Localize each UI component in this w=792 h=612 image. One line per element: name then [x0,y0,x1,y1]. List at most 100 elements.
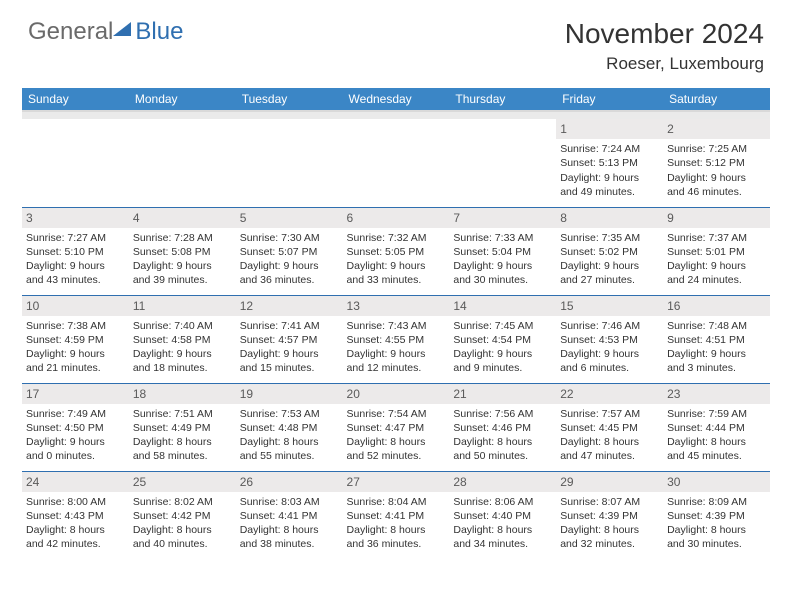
day-cell: 4 Sunrise: 7:28 AMSunset: 5:08 PMDaylight… [129,207,236,295]
day-details: Sunrise: 7:38 AMSunset: 4:59 PMDaylight:… [26,319,125,376]
day-details: Sunrise: 7:59 AMSunset: 4:44 PMDaylight:… [667,407,766,464]
day-number: 19 [236,384,343,404]
weekday-tuesday: Tuesday [236,88,343,111]
day-cell: 8Sunrise: 7:35 AMSunset: 5:02 PMDaylight… [556,207,663,295]
day-number: 24 [22,472,129,492]
day-number: 16 [663,296,770,316]
day-cell: 19 Sunrise: 7:53 AMSunset: 4:48 PMDayligh… [236,383,343,471]
day-cell: 9 Sunrise: 7:37 AMSunset: 5:01 PMDaylight… [663,207,770,295]
header-spacer [22,111,770,119]
day-cell: 6 Sunrise: 7:32 AMSunset: 5:05 PMDaylight… [343,207,450,295]
day-cell: 10 Sunrise: 7:38 AMSunset: 4:59 PMDayligh… [22,295,129,383]
day-number: 3 [22,208,129,228]
day-number: 6 [343,208,450,228]
weekday-thursday: Thursday [449,88,556,111]
day-cell: 25 Sunrise: 8:02 AMSunset: 4:42 PMDayligh… [129,471,236,559]
day-details: Sunrise: 7:32 AMSunset: 5:05 PMDaylight:… [347,231,446,288]
week-row: 17 Sunrise: 7:49 AMSunset: 4:50 PMDayligh… [22,383,770,471]
weekday-saturday: Saturday [663,88,770,111]
day-details: Sunrise: 7:48 AMSunset: 4:51 PMDaylight:… [667,319,766,376]
day-cell: 7 Sunrise: 7:33 AMSunset: 5:04 PMDaylight… [449,207,556,295]
day-details: Sunrise: 8:06 AMSunset: 4:40 PMDaylight:… [453,495,552,552]
day-cell: 20 Sunrise: 7:54 AMSunset: 4:47 PMDayligh… [343,383,450,471]
day-number: 20 [343,384,450,404]
day-details: Sunrise: 8:04 AMSunset: 4:41 PMDaylight:… [347,495,446,552]
day-details: Sunrise: 7:27 AMSunset: 5:10 PMDaylight:… [26,231,125,288]
day-details: Sunrise: 7:40 AMSunset: 4:58 PMDaylight:… [133,319,232,376]
day-number: 25 [129,472,236,492]
day-number: 13 [343,296,450,316]
day-details: Sunrise: 8:03 AMSunset: 4:41 PMDaylight:… [240,495,339,552]
day-number: 22 [556,384,663,404]
week-row: 24Sunrise: 8:00 AMSunset: 4:43 PMDayligh… [22,471,770,559]
day-details: Sunrise: 7:49 AMSunset: 4:50 PMDaylight:… [26,407,125,464]
day-cell: . [129,119,236,207]
day-number: 4 [129,208,236,228]
weekday-monday: Monday [129,88,236,111]
weekday-wednesday: Wednesday [343,88,450,111]
day-number: 29 [556,472,663,492]
day-number: 7 [449,208,556,228]
day-cell: 28 Sunrise: 8:06 AMSunset: 4:40 PMDayligh… [449,471,556,559]
week-row: .....1Sunrise: 7:24 AMSunset: 5:13 PMDay… [22,119,770,207]
weekday-sunday: Sunday [22,88,129,111]
day-cell: 18Sunrise: 7:51 AMSunset: 4:49 PMDayligh… [129,383,236,471]
day-number: 18 [129,384,236,404]
title-block: November 2024 Roeser, Luxembourg [565,18,764,74]
day-cell: 26 Sunrise: 8:03 AMSunset: 4:41 PMDayligh… [236,471,343,559]
day-cell: . [22,119,129,207]
day-cell: 15 Sunrise: 7:46 AMSunset: 4:53 PMDayligh… [556,295,663,383]
day-number: 2 [663,119,770,139]
location-label: Roeser, Luxembourg [565,54,764,74]
day-number: 11 [129,296,236,316]
day-number: 17 [22,384,129,404]
week-row: 3 Sunrise: 7:27 AMSunset: 5:10 PMDaylight… [22,207,770,295]
day-details: Sunrise: 7:25 AMSunset: 5:12 PMDaylight:… [667,142,766,199]
day-number: 23 [663,384,770,404]
day-cell: 21 Sunrise: 7:56 AMSunset: 4:46 PMDayligh… [449,383,556,471]
day-cell: 24Sunrise: 8:00 AMSunset: 4:43 PMDayligh… [22,471,129,559]
day-details: Sunrise: 7:57 AMSunset: 4:45 PMDaylight:… [560,407,659,464]
page-title: November 2024 [565,18,764,50]
day-details: Sunrise: 7:56 AMSunset: 4:46 PMDaylight:… [453,407,552,464]
day-number: 12 [236,296,343,316]
day-number: 14 [449,296,556,316]
day-cell: 14 Sunrise: 7:45 AMSunset: 4:54 PMDayligh… [449,295,556,383]
day-details: Sunrise: 7:33 AMSunset: 5:04 PMDaylight:… [453,231,552,288]
day-cell: 3 Sunrise: 7:27 AMSunset: 5:10 PMDaylight… [22,207,129,295]
day-details: Sunrise: 7:30 AMSunset: 5:07 PMDaylight:… [240,231,339,288]
calendar-table: Sunday Monday Tuesday Wednesday Thursday… [22,88,770,559]
day-details: Sunrise: 7:53 AMSunset: 4:48 PMDaylight:… [240,407,339,464]
day-details: Sunrise: 7:45 AMSunset: 4:54 PMDaylight:… [453,319,552,376]
day-details: Sunrise: 7:54 AMSunset: 4:47 PMDaylight:… [347,407,446,464]
day-cell: 12 Sunrise: 7:41 AMSunset: 4:57 PMDayligh… [236,295,343,383]
logo-triangle-icon [113,22,131,36]
day-number: 9 [663,208,770,228]
day-cell: 2 Sunrise: 7:25 AMSunset: 5:12 PMDaylight… [663,119,770,207]
day-cell: 13 Sunrise: 7:43 AMSunset: 4:55 PMDayligh… [343,295,450,383]
day-details: Sunrise: 8:07 AMSunset: 4:39 PMDaylight:… [560,495,659,552]
day-details: Sunrise: 7:43 AMSunset: 4:55 PMDaylight:… [347,319,446,376]
day-details: Sunrise: 7:46 AMSunset: 4:53 PMDaylight:… [560,319,659,376]
day-cell: . [343,119,450,207]
day-number: 10 [22,296,129,316]
day-details: Sunrise: 7:28 AMSunset: 5:08 PMDaylight:… [133,231,232,288]
day-cell: 27 Sunrise: 8:04 AMSunset: 4:41 PMDayligh… [343,471,450,559]
day-number: 21 [449,384,556,404]
day-details: Sunrise: 7:37 AMSunset: 5:01 PMDaylight:… [667,231,766,288]
day-number: 30 [663,472,770,492]
day-details: Sunrise: 7:35 AMSunset: 5:02 PMDaylight:… [560,231,659,288]
day-cell: 5 Sunrise: 7:30 AMSunset: 5:07 PMDaylight… [236,207,343,295]
weekday-row: Sunday Monday Tuesday Wednesday Thursday… [22,88,770,111]
day-details: Sunrise: 8:02 AMSunset: 4:42 PMDaylight:… [133,495,232,552]
day-number: 15 [556,296,663,316]
day-number: 5 [236,208,343,228]
day-cell: 1Sunrise: 7:24 AMSunset: 5:13 PMDaylight… [556,119,663,207]
day-number: 27 [343,472,450,492]
day-cell: . [449,119,556,207]
calendar-head: Sunday Monday Tuesday Wednesday Thursday… [22,88,770,111]
day-number: 26 [236,472,343,492]
logo: General Blue [28,18,183,46]
day-number: 28 [449,472,556,492]
day-details: Sunrise: 7:41 AMSunset: 4:57 PMDaylight:… [240,319,339,376]
